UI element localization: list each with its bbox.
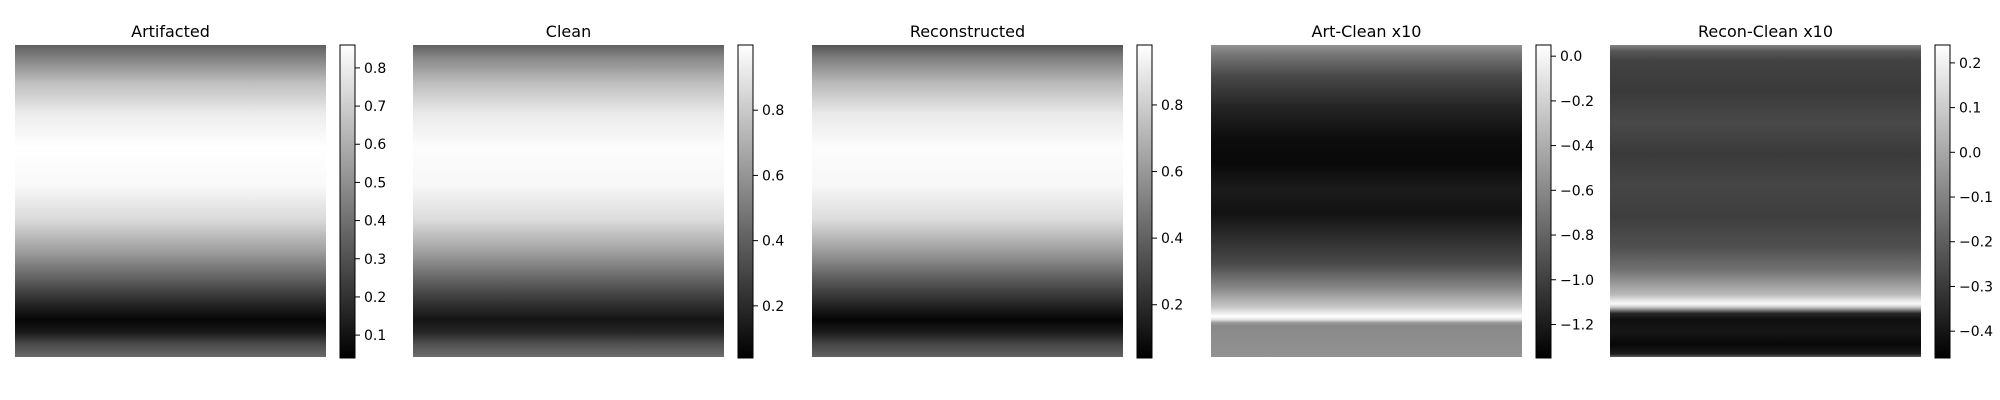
colorbar-tick-label: −0.6 <box>1560 183 1594 199</box>
heatmap-image <box>413 45 724 357</box>
panel-3: Reconstructed 0.2 0.4 0.6 0.8 <box>812 22 1183 359</box>
colorbar-tick-label: 0.6 <box>364 137 386 153</box>
panel-title: Clean <box>546 22 591 41</box>
panel-title: Reconstructed <box>910 22 1025 41</box>
colorbar-tick-label: 0.6 <box>1161 165 1183 181</box>
colorbar-tick-label: 0.1 <box>1959 101 1981 117</box>
colorbar <box>1136 44 1153 359</box>
colorbar-tick-label: 0.4 <box>1161 231 1183 247</box>
colorbar-tick-label: 0.4 <box>364 214 386 230</box>
colorbar-tick-label: 0.8 <box>364 61 386 77</box>
colorbar-tick-label: −0.4 <box>1959 324 1993 340</box>
colorbar-tick-label: −0.4 <box>1560 139 1594 155</box>
colorbar-tick-label: 0.0 <box>1560 49 1582 65</box>
colorbar-tick-label: 0.6 <box>762 168 784 184</box>
panel-title: Recon-Clean x10 <box>1698 22 1833 41</box>
colorbar-tick-label: 0.4 <box>762 234 784 250</box>
panel-title: Artifacted <box>131 22 210 41</box>
colorbar <box>1934 44 1951 359</box>
colorbar <box>1535 44 1552 359</box>
colorbar-tick-label: −0.2 <box>1560 94 1594 110</box>
colorbar-tick-label: 0.2 <box>364 290 386 306</box>
colorbar-tick-label: 0.2 <box>1161 298 1183 314</box>
colorbar-tick-label: 0.8 <box>1161 98 1183 114</box>
panel-2: Clean 0.2 0.4 0.6 0.8 <box>413 22 784 359</box>
panel-1: Artifacted 0.1 0.2 0.3 0.4 0.5 0.6 0.7 0.8 <box>15 22 386 359</box>
colorbar <box>339 44 356 359</box>
colorbar-tick-label: 0.7 <box>364 99 386 115</box>
heatmap-image <box>1610 45 1921 357</box>
colorbar-tick-label: −0.2 <box>1959 235 1993 251</box>
colorbar-tick-label: 0.2 <box>762 299 784 315</box>
colorbar <box>737 44 754 359</box>
colorbar-tick-label: −1.0 <box>1560 273 1594 289</box>
heatmap-image <box>15 45 326 357</box>
colorbar-tick-label: 0.1 <box>364 328 386 344</box>
heatmap-image <box>1211 45 1522 357</box>
panel-5: Recon-Clean x10 0.2 0.1 0.0 −0.1 −0.2 −0.3 −0.4 <box>1610 22 1993 359</box>
colorbar-tick-label: 0.5 <box>364 175 386 191</box>
colorbar-tick-label: −0.8 <box>1560 228 1594 244</box>
heatmap-image <box>812 45 1123 357</box>
colorbar-tick-label: 0.2 <box>1959 56 1981 72</box>
colorbar-tick-label: −0.3 <box>1959 279 1993 295</box>
panel-title: Art-Clean x10 <box>1312 22 1422 41</box>
colorbar-tick-label: 0.0 <box>1959 145 1981 161</box>
colorbar-tick-label: 0.8 <box>762 103 784 119</box>
panel-4: Art-Clean x10 0.0 −0.2 −0.4 −0.6 −0.8 −1.0 −1.2 <box>1211 22 1594 359</box>
colorbar-tick-label: −0.1 <box>1959 190 1993 206</box>
colorbar-tick-label: 0.3 <box>364 252 386 268</box>
colorbar-tick-label: −1.2 <box>1560 317 1594 333</box>
